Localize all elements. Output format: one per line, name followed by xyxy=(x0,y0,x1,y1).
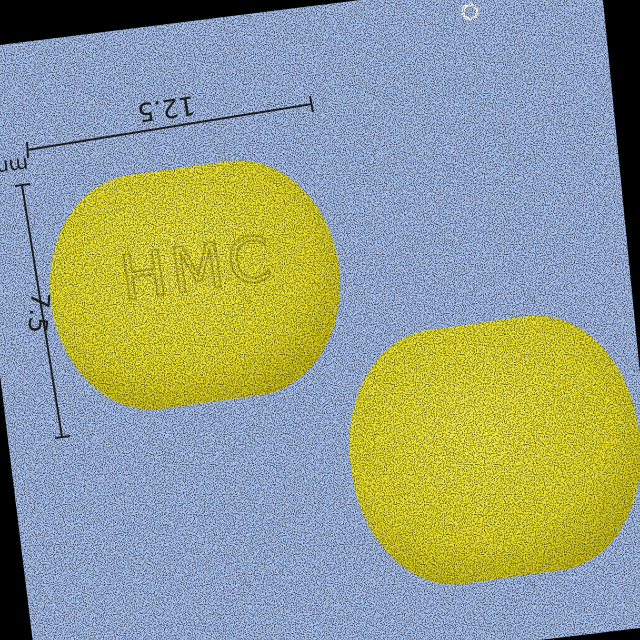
photo: HMC 12.5 7.5 mm xyxy=(0,0,640,640)
noise-overlay xyxy=(0,0,640,640)
